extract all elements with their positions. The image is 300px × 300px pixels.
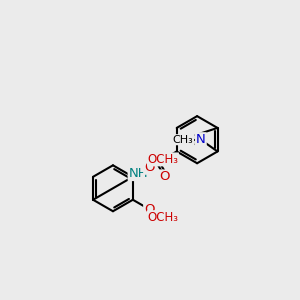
Text: NH: NH — [129, 167, 148, 180]
Text: CH₃: CH₃ — [173, 135, 194, 145]
Text: O: O — [144, 161, 155, 174]
Text: OCH₃: OCH₃ — [147, 153, 178, 166]
Text: O: O — [160, 170, 170, 184]
Text: O: O — [144, 203, 155, 216]
Text: N: N — [196, 133, 206, 146]
Text: OCH₃: OCH₃ — [147, 211, 178, 224]
